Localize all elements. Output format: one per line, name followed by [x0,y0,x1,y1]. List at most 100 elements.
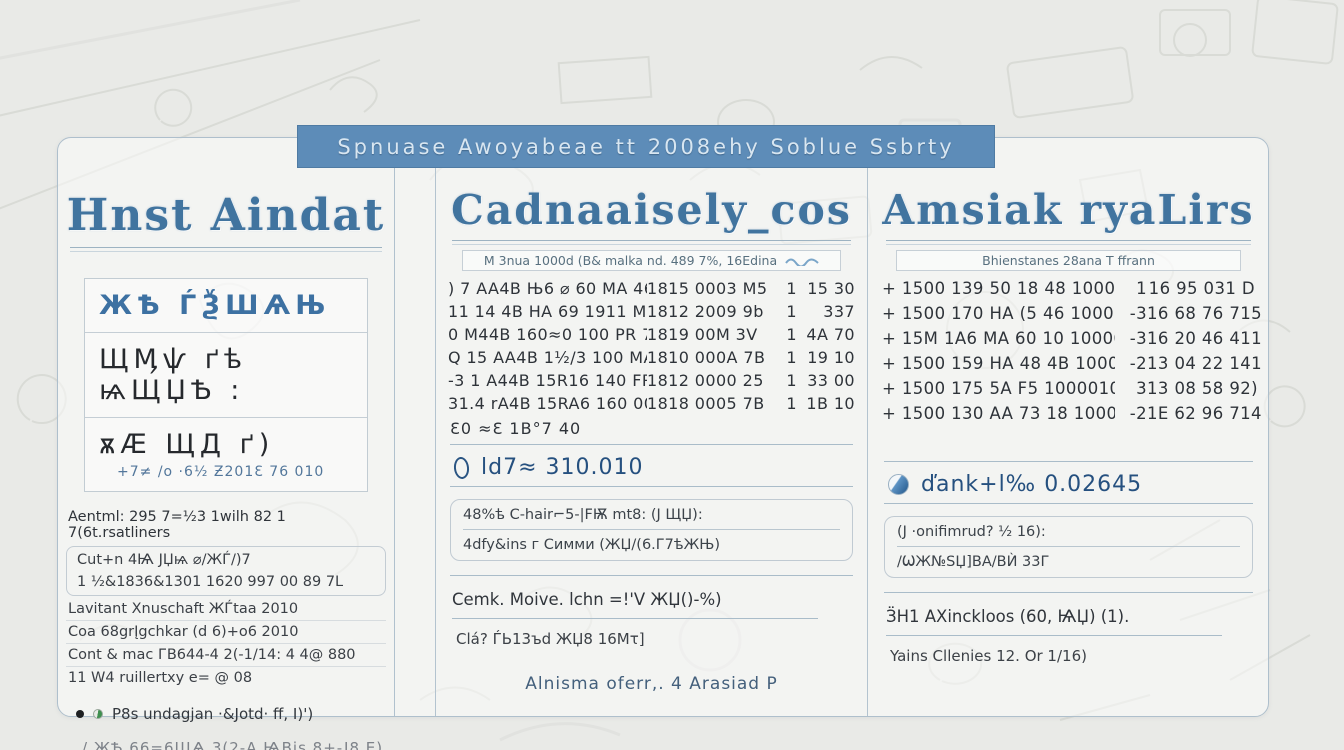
middle-footer: Alnisma oferr,. 4 Arasiad P [525,674,778,694]
table-row: 0 M44B 160≈0 100 PR 79 TS 1AB 1819 00M 3… [448,325,855,348]
row-code: Q 15 AA4B 1½/3 100 MA 8 8B FA° [448,348,647,367]
table-row: -3 1 A44B 15R16 140 FR 74 22 FA0 1812 00… [448,371,855,394]
middle-subtitle-text: M 3nua 1000d (B& malka nd. 489 7%, 16Edi… [483,253,778,268]
header-bar: Spnuase Awoyabeae tt 2008ehy Soblue Ssbr… [297,125,995,168]
right-panel-title: Amsiak ryaLirs [882,186,1255,234]
green-mark-icon [93,709,103,719]
row-value: 1E 62 96 714 [1147,404,1262,423]
note-line: (J ·onifimrud? ½ 16): [897,524,1240,547]
left-glyph-box: ЖѢ ЃѮШѦЊ ЩӍѱ ґѣ ѩЩЏѢ : ѫӔ ЩД ґ) +7≠ /o ·… [84,278,368,492]
row-date: 1810 000A 7B [647,348,766,367]
row-value: 13 04 22 141 [1147,354,1263,373]
row-qty: -2 [1129,404,1147,423]
row-qty: -3 [1129,304,1147,323]
middle-panel-title: Cadnaaisely_cos [451,186,852,234]
row-value: 33 00 [807,371,855,390]
separator [884,503,1253,504]
row-qty: 1 [1136,279,1147,298]
left-info-list: Aentml: 295 7=½3 1wilh 82 1 7(6t.rsatlin… [66,506,386,689]
row-code: + 1500 159 HA 48 4B 100000 [882,354,1115,373]
note-line: 4dfy&ins г Симми (ЖЏ/(6.Г7ѣЖЊ) [463,537,721,553]
row-code: + 1500 130 AA 73 18 100009 [882,404,1115,423]
table-row: 31.4 rA4B 15RA6 160 0042 TD 9A0 1818 000… [448,394,855,417]
glyph-row: ѫӔ ЩД ґ) +7≠ /o ·6½ Ƶ201Ɛ 76 010 [85,418,367,491]
note-line: 48%ѣ C-hair⌐5-|FѬ mt8: (J ЩЏ): [463,507,840,530]
middle-subtitle: M 3nua 1000d (B& malka nd. 489 7%, 16Edi… [462,250,841,271]
row-code: 0 M44B 160≈0 100 PR 79 TS 1AB [448,325,647,344]
glyph-row: ЖѢ ЃѮШѦЊ [85,279,367,333]
middle-extra-line: Clá? ЃЬ13ъd ЖЏ8 16Мτ] [456,630,645,648]
oval-icon [452,455,471,480]
info-line: 1 ½&1836&1301 1620 997 00 89 7L [77,574,344,590]
row-code: + 1500 170 HA (5 46 100000 [882,304,1115,323]
squiggle-icon [785,258,819,266]
separator [884,592,1253,593]
row-qty: 1 [786,394,797,413]
info-line: 11 W4 ruillertxy e= @ 08 [68,670,253,686]
row-code: 11 14 4B HA 69 1911 M7 A 87 2A0 [448,302,647,321]
left-panel: Hnst Aindat ЖѢ ЃѮШѦЊ ЩӍѱ ґѣ ѩЩЏѢ : ѫӔ ЩД… [58,138,395,750]
row-value: 13 08 58 92) [1147,379,1258,398]
separator [450,486,853,487]
table-row: 11 14 4B HA 69 1911 M7 A 87 2A0 1812 200… [448,302,855,325]
row-qty: 1 [786,302,797,321]
row-code: 31.4 rA4B 15RA6 160 0042 TD 9A0 [448,394,647,413]
left-title-underline [70,247,382,252]
right-detail-line: ӞН1 AXinckloos (60, ѨЏ) (1). [886,607,1222,636]
info-line-group: Cut+n 4Ѩ ЈЏѩ ⌀/ЖЃ/)7 1 ½&1836&1301 1620 … [66,546,386,596]
middle-title-underline [452,240,851,245]
row-value: 337 [823,302,855,321]
row-value: 15 30 [807,279,855,298]
info-line: Cont & mac ГB644-4 2(-1/14: 4 4@ 880 [66,644,386,667]
right-extra-line: Yains Cllenies 12. Or 1/16) [890,647,1087,665]
glyph-row-text: ѫӔ ЩД ґ) [99,429,275,460]
left-panel-title: Hnst Aindat [66,190,386,241]
separator [884,461,1253,462]
row-value: 16 95 031 D [1148,279,1255,298]
row-date: 1812 0000 25 [647,371,764,390]
row-value: 16 20 46 411 [1147,329,1263,348]
row-date: 1819 00M 3V [647,325,758,344]
middle-note-box: 48%ѣ C-hair⌐5-|FѬ mt8: (J ЩЏ): 4dfy&ins … [450,499,853,561]
right-total-row: ďank+l‰ 0.02645 [888,472,1255,497]
right-title-underline [886,240,1251,245]
sphere-icon [888,474,909,495]
left-footer-line: / ЖѢ 66=6ЩѦ 3(2-А ѨBis 8+-J8 Е) [82,739,384,750]
bullet-line-text: P8s undagjan ·&Jotd· ff, I)') [112,705,314,723]
right-subtitle-text: Bhienstanes 28ana T ffrann [982,253,1155,268]
info-line: Cut+n 4Ѩ ЈЏѩ ⌀/ЖЃ/)7 [77,552,251,568]
row-qty: 1 [786,371,797,390]
info-line: Lavitant Xnuschaft ЖЃtaa 2010 [66,598,386,621]
row-value: 19 10 [807,348,855,367]
glyph-subnote: +7≠ /o ·6½ Ƶ201Ɛ 76 010 [117,464,325,480]
row-code: ) 7 AA4B Њ6 ⌀ 60 MA 46 00 FA° [448,279,647,298]
header-title: Spnuase Awoyabeae tt 2008ehy Soblue Ssbr… [337,134,955,159]
row-value: 1B 10 [806,394,855,413]
middle-table: ) 7 AA4B Њ6 ⌀ 60 MA 46 00 FA° 1815 0003 … [448,279,855,438]
table-row: Q 15 AA4B 1½/3 100 MA 8 8B FA° 1810 000A… [448,348,855,371]
table-row: + 1500 170 HA (5 46 100000 -3 16 68 76 7… [882,304,1262,329]
middle-detail-line: Cemk. Moive. lchn =!'V ЖЏ()-%) [452,590,819,619]
middle-total-text: ld7≈ 310.010 [481,455,644,480]
row-code: + 15M 1A6 MA 60 10 100000 [882,329,1115,348]
separator [450,575,853,576]
bullet-row: P8s undagjan ·&Jotd· ff, I)') [76,705,386,723]
row-value: 4A 70 [806,325,855,344]
info-line: Coa 68grĮgchkar (d 6)+o6 2010 [66,621,386,644]
main-panel: Hnst Aindat ЖѢ ЃѮШѦЊ ЩӍѱ ґѣ ѩЩЏѢ : ѫӔ ЩД… [57,137,1269,750]
middle-total-row: ld7≈ 310.010 [452,455,855,480]
bullet-dot-icon [76,710,84,718]
right-note-box: (J ·onifimrud? ½ 16): /ѠЖ№ЅЏ]BA/BЍ 33Г [884,516,1253,578]
row-qty: 1 [786,279,797,298]
table-row: + 1500 139 50 18 48 100000 1 16 95 031 D [882,279,1255,304]
table-row: + 1500 130 AA 73 18 100009 -2 1E 62 96 7… [882,404,1262,429]
row-date: 1815 0003 M5 [647,279,768,298]
row-code: + 1500 175 5A F5 10000109 [882,379,1115,398]
middle-panel: Cadnaaisely_cos M 3nua 1000d (B& malka n… [436,138,867,716]
column-divider [867,138,868,716]
row-code: + 1500 139 50 18 48 100000 [882,279,1115,298]
right-subtitle: Bhienstanes 28ana T ffrann [896,250,1241,271]
glyph-row: ЩӍѱ ґѣ ѩЩЏѢ : [85,333,367,418]
right-total-text: ďank+l‰ 0.02645 [921,472,1143,497]
